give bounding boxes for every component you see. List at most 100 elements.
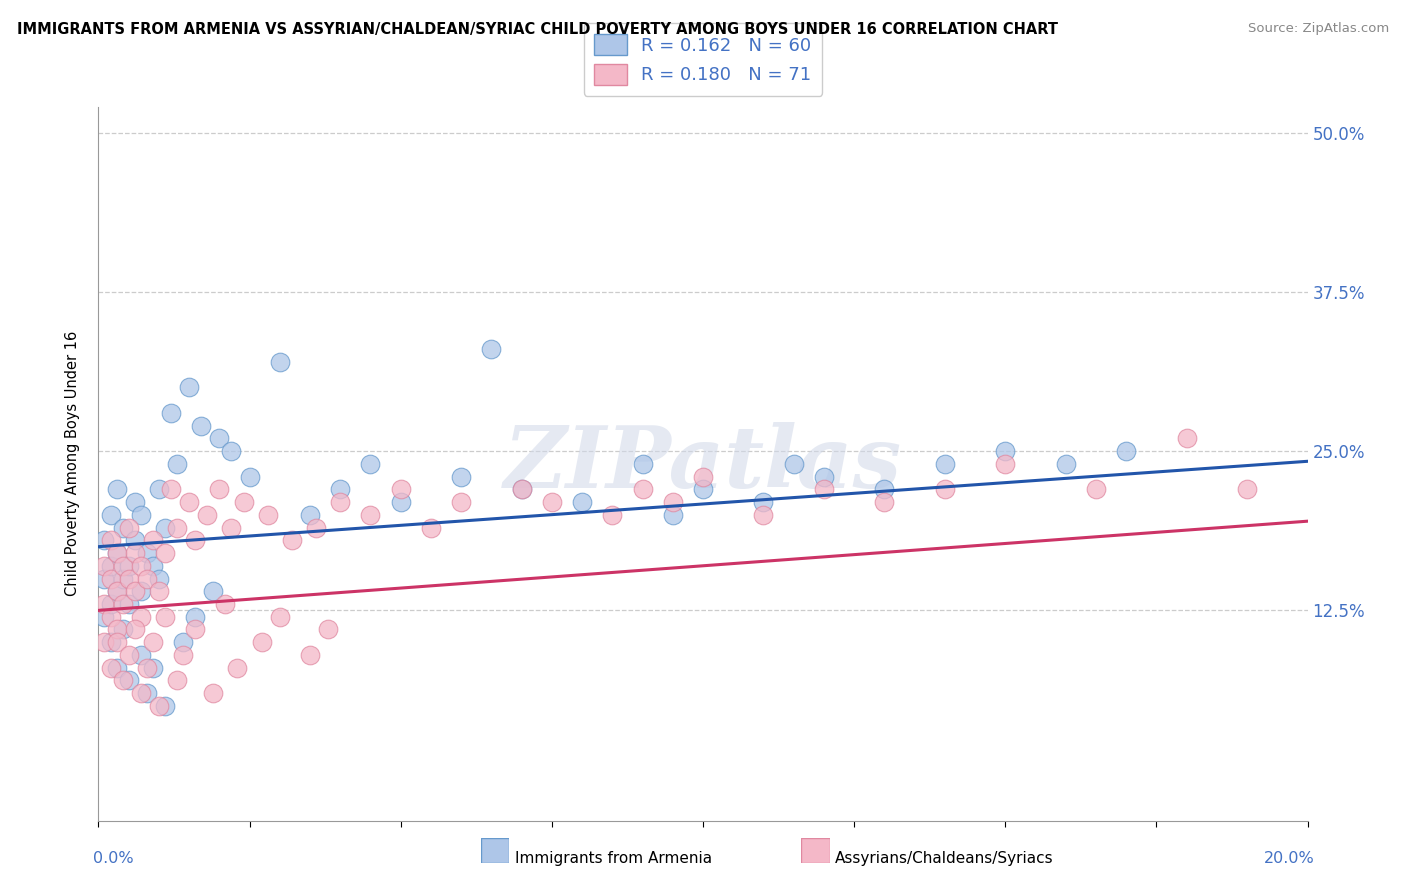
Point (299, 508, 322, 522)
Point (111, 673, 134, 688)
Point (510, 483, 533, 497)
Point (100, 635, 122, 649)
Point (281, 533, 304, 548)
Point (510, 483, 533, 497)
Point (1115, 444, 1137, 458)
Point (208, 431, 231, 445)
Point (135, 661, 157, 675)
Point (540, 495, 562, 509)
Point (269, 355, 291, 369)
Legend: R = 0.162   N = 60, R = 0.180   N = 71: R = 0.162 N = 60, R = 0.180 N = 71 (583, 23, 823, 95)
Point (93, 558, 115, 573)
Point (118, 572, 141, 586)
Point (692, 469, 714, 483)
Point (179, 380, 201, 394)
Point (148, 584, 170, 599)
Point (111, 572, 134, 586)
Point (179, 495, 201, 509)
Point (202, 584, 225, 599)
Point (184, 533, 207, 548)
Point (571, 495, 593, 509)
Point (873, 483, 896, 497)
Point (661, 495, 683, 509)
Point (214, 597, 236, 611)
Point (166, 520, 188, 534)
Point (269, 609, 291, 624)
Point (93, 597, 115, 611)
Point (153, 609, 176, 624)
Point (153, 698, 176, 713)
Point (813, 483, 835, 497)
Point (208, 483, 231, 497)
Point (166, 673, 188, 688)
Point (111, 520, 134, 534)
Point (631, 457, 654, 471)
Point (129, 558, 152, 573)
Point (190, 418, 212, 433)
Point (934, 457, 956, 471)
Point (360, 508, 382, 522)
Point (195, 508, 218, 522)
Point (1236, 483, 1258, 497)
Text: Immigrants from Armenia: Immigrants from Armenia (515, 851, 711, 865)
Point (105, 546, 128, 560)
Point (661, 508, 683, 522)
Point (135, 546, 157, 560)
Point (111, 558, 134, 573)
Text: 0.0%: 0.0% (93, 851, 134, 865)
Point (329, 483, 352, 497)
Point (142, 558, 165, 573)
Point (172, 648, 194, 662)
Y-axis label: Child Poverty Among Boys Under 16: Child Poverty Among Boys Under 16 (65, 331, 80, 597)
Point (148, 572, 170, 586)
Point (420, 520, 443, 534)
Text: Assyrians/Chaldeans/Syriacs: Assyrians/Chaldeans/Syriacs (835, 851, 1053, 865)
Point (100, 533, 122, 548)
Point (105, 661, 128, 675)
Point (93, 635, 115, 649)
Point (184, 609, 207, 624)
Point (934, 483, 956, 497)
Point (105, 584, 128, 599)
Point (105, 635, 128, 649)
Point (256, 508, 278, 522)
Point (184, 623, 207, 637)
Point (118, 520, 141, 534)
Point (111, 597, 134, 611)
Point (153, 546, 176, 560)
Point (118, 597, 141, 611)
Point (239, 469, 262, 483)
Point (692, 483, 714, 497)
Text: IMMIGRANTS FROM ARMENIA VS ASSYRIAN/CHALDEAN/SYRIAC CHILD POVERTY AMONG BOYS UND: IMMIGRANTS FROM ARMENIA VS ASSYRIAN/CHAL… (17, 22, 1057, 37)
Point (450, 495, 472, 509)
Point (135, 572, 157, 586)
Point (148, 483, 170, 497)
Text: Source: ZipAtlas.com: Source: ZipAtlas.com (1249, 22, 1389, 36)
Point (153, 520, 176, 534)
Point (226, 661, 249, 675)
Point (602, 508, 624, 522)
Point (93, 533, 115, 548)
Point (994, 457, 1017, 471)
Point (124, 533, 146, 548)
Point (124, 546, 146, 560)
Point (142, 533, 165, 548)
Point (221, 444, 243, 458)
Point (202, 686, 225, 700)
Point (360, 457, 382, 471)
Point (135, 686, 157, 700)
Point (124, 495, 146, 509)
Point (105, 623, 128, 637)
Point (129, 584, 152, 599)
Point (129, 686, 152, 700)
Point (100, 508, 122, 522)
Point (166, 457, 188, 471)
Point (129, 508, 152, 522)
Point (172, 635, 194, 649)
Point (752, 495, 775, 509)
Point (105, 584, 128, 599)
Point (232, 495, 254, 509)
Point (142, 661, 165, 675)
Point (1054, 457, 1077, 471)
Point (250, 635, 273, 649)
